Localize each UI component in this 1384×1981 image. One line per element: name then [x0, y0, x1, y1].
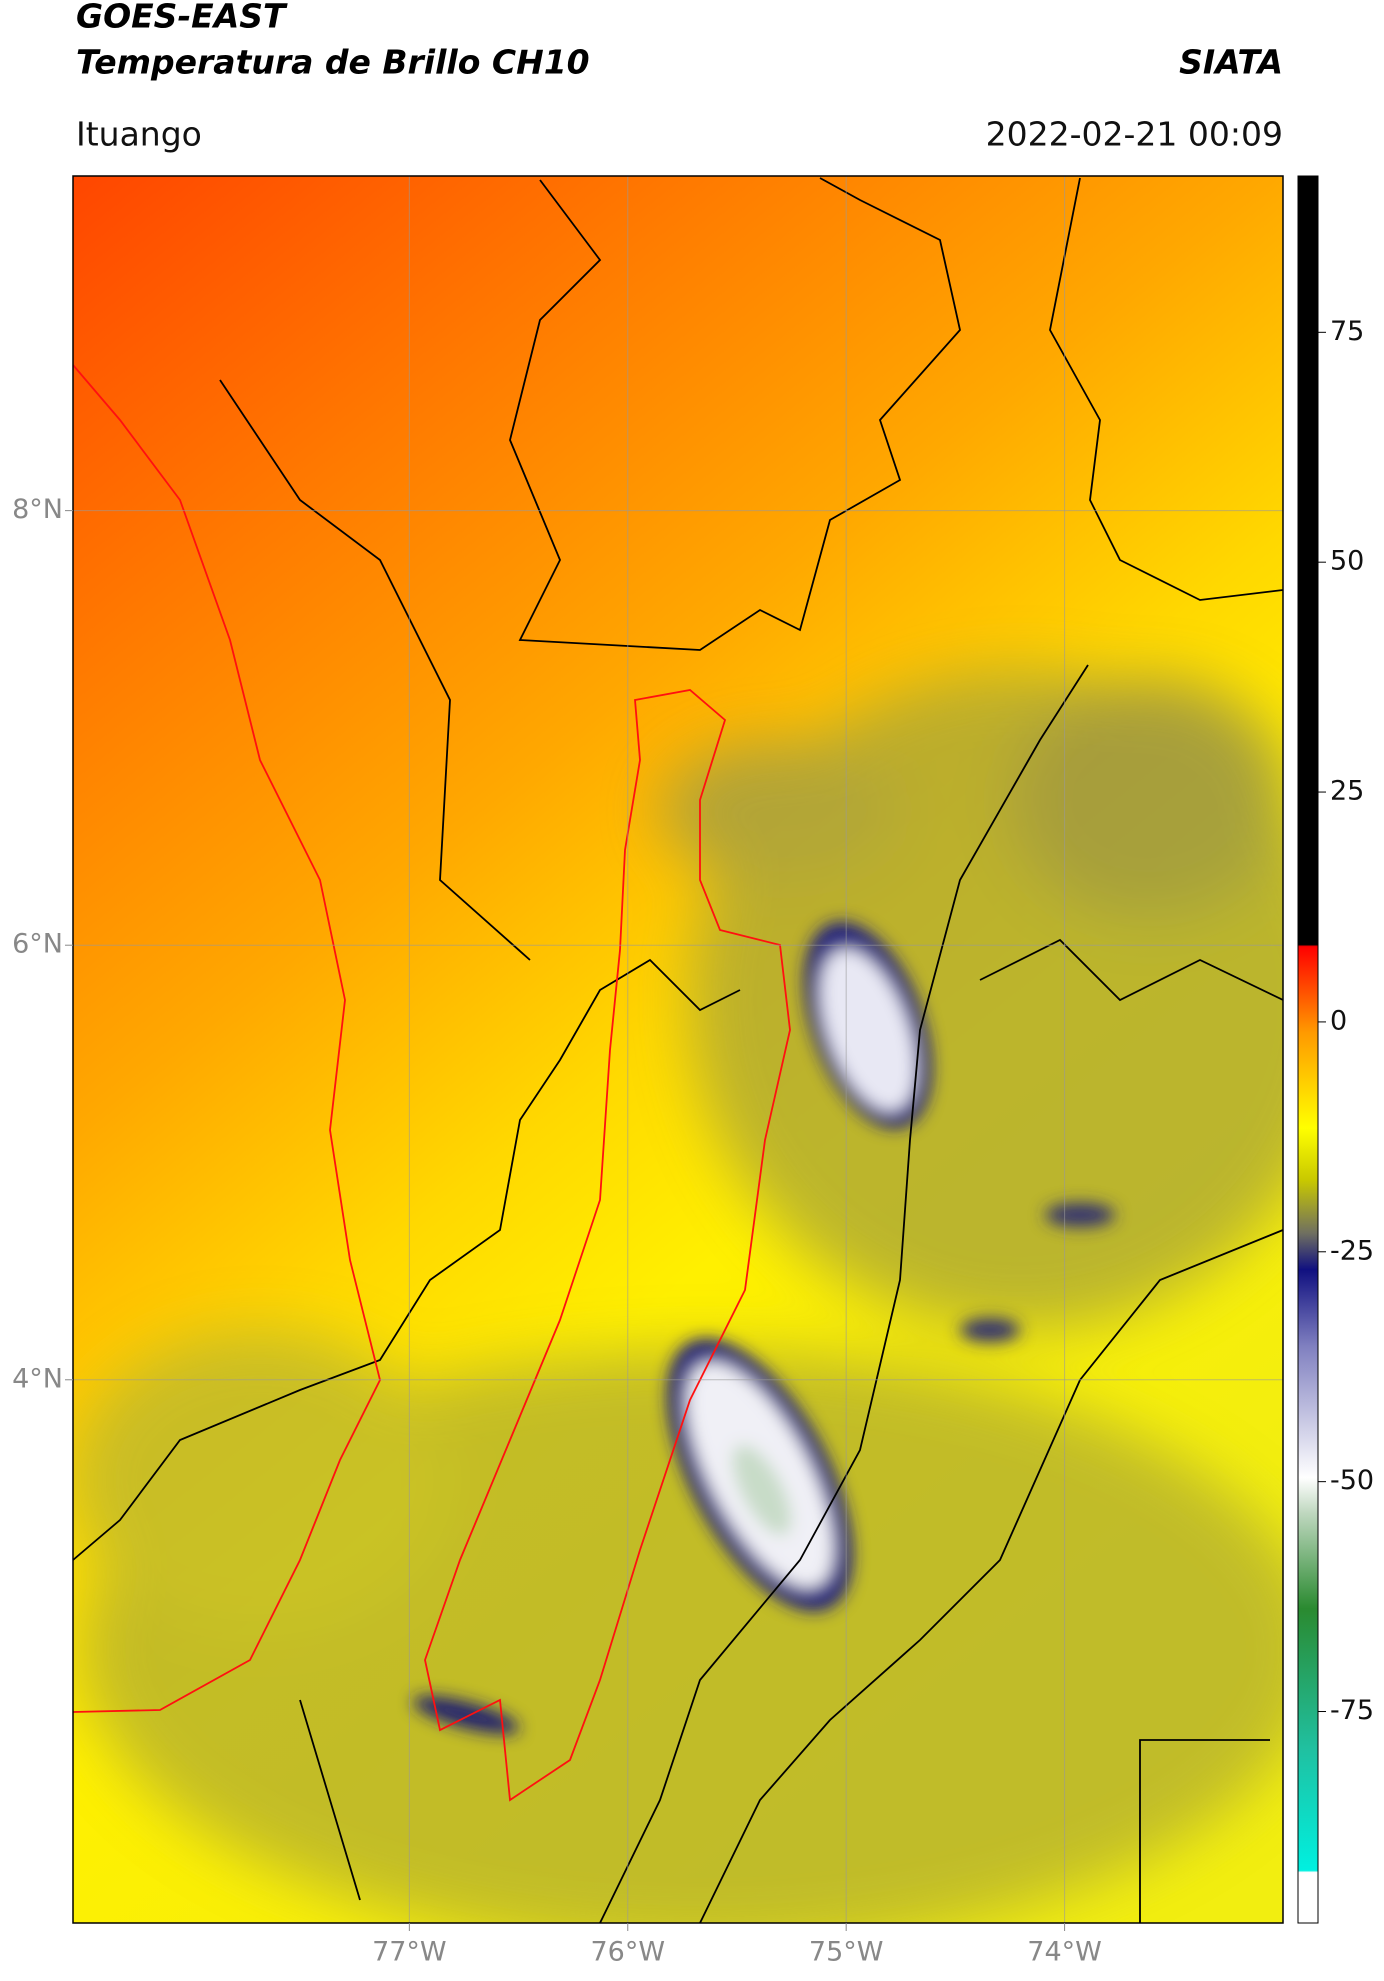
x-tick-label: 74°W — [1027, 1937, 1102, 1968]
colorbar-tick-label: 25 — [1330, 776, 1364, 807]
map-frame — [72, 175, 1284, 1924]
colorbar-tick-label: 0 — [1330, 1005, 1347, 1036]
colorbar-tick-label: -75 — [1330, 1695, 1374, 1726]
colorbar-tick-label: 50 — [1330, 546, 1364, 577]
colorbar-tick-label: 75 — [1330, 316, 1364, 347]
x-tick-label: 76°W — [590, 1937, 665, 1968]
location: Ituango — [76, 115, 202, 154]
subtitle: Temperatura de Brillo CH10 — [76, 43, 590, 82]
agency: SIATA — [1179, 43, 1283, 82]
title: GOES-EAST — [76, 0, 288, 36]
colorbar-tick-label: -25 — [1330, 1235, 1374, 1266]
x-tick-label: 77°W — [372, 1937, 447, 1968]
timestamp: 2022-02-21 00:09 — [986, 115, 1283, 154]
y-tick-label: 6°N — [12, 929, 63, 960]
map-image — [73, 176, 1283, 1923]
y-tick-label: 8°N — [12, 494, 63, 525]
colorbar — [1297, 175, 1319, 1924]
y-tick-label: 4°N — [12, 1363, 63, 1394]
colorbar-tick-label: -50 — [1330, 1465, 1374, 1496]
x-tick-label: 75°W — [809, 1937, 884, 1968]
